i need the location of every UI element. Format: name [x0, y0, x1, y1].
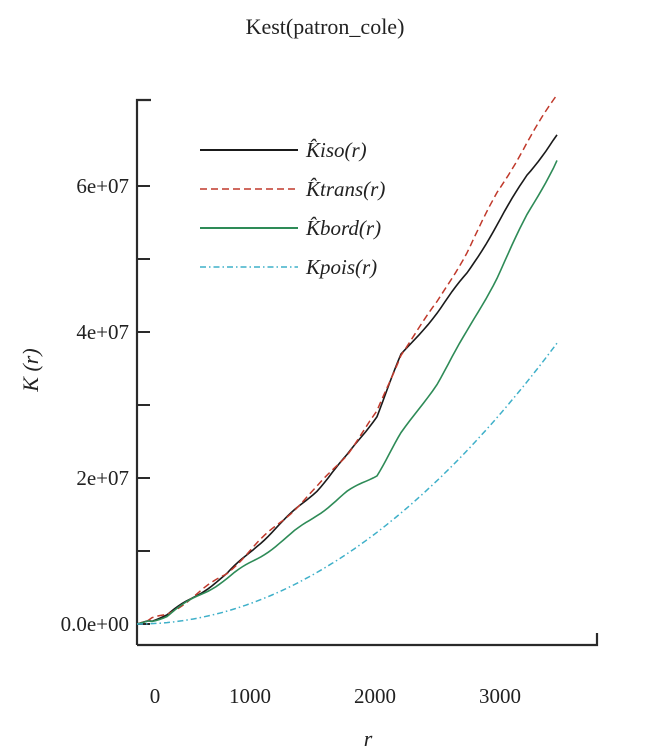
legend-label-ktrans: K̂trans(r)	[305, 177, 385, 201]
legend: K̂iso(r) K̂trans(r) K̂bord(r) Kpois(r)	[200, 138, 385, 279]
series-line-kiso	[136, 134, 558, 625]
legend-label-kbord: K̂bord(r)	[305, 216, 381, 240]
series-line-kpois	[137, 342, 558, 625]
x-tick-label: 2000	[354, 684, 396, 708]
y-tick-label: 2e+07	[76, 466, 129, 490]
x-axis-line	[137, 633, 599, 647]
y-tick-label: 4e+07	[76, 320, 129, 344]
legend-label-kpois: Kpois(r)	[305, 255, 377, 279]
y-tick-label: 6e+07	[76, 174, 129, 198]
x-tick-label: 3000	[479, 684, 521, 708]
legend-label-kiso: K̂iso(r)	[305, 138, 367, 162]
x-axis-label: r	[364, 726, 373, 751]
series-line-ktrans	[136, 94, 558, 625]
y-axis-line	[135, 98, 151, 645]
x-tick-label: 1000	[229, 684, 271, 708]
x-tick-label: 0	[150, 684, 161, 708]
series-group	[136, 94, 558, 625]
y-axis-label: K (r)	[18, 348, 43, 392]
chart-title: Kest(patron_cole)	[245, 14, 405, 39]
series-line-kbord	[136, 160, 558, 625]
axes: 0.0e+00 2e+07 4e+07 6e+07 0 1000 2000 3000 r K (r…	[18, 98, 599, 751]
y-tick-label: 0.0e+00	[61, 612, 129, 636]
